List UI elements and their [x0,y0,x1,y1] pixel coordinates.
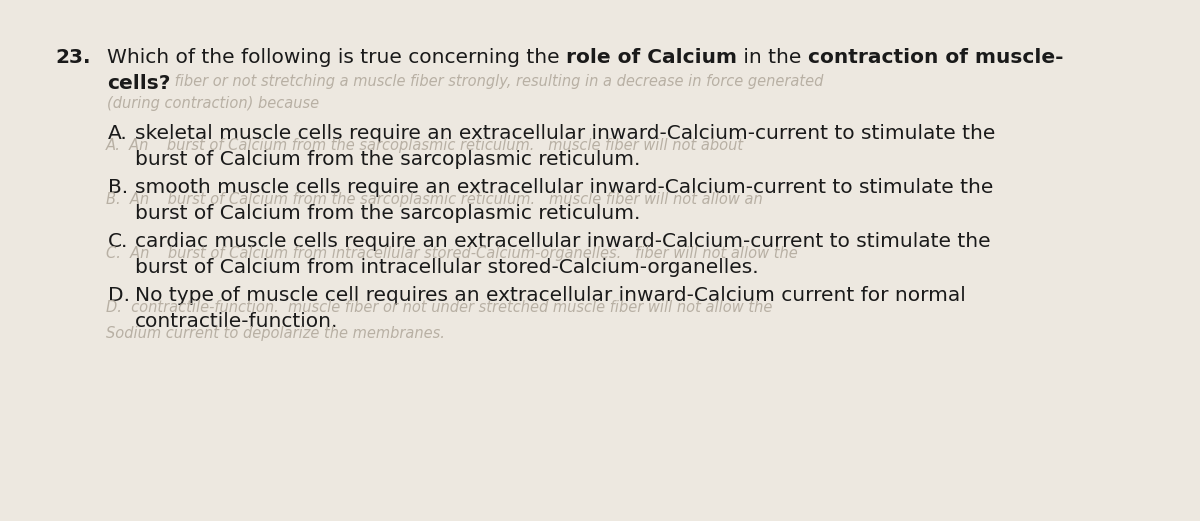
Text: fiber or not stretching a muscle fiber strongly, resulting in a decrease in forc: fiber or not stretching a muscle fiber s… [170,74,823,89]
Text: in the: in the [737,48,808,67]
Text: B.  An    burst of Calcium from the sarcoplasmic reticulum.   muscle fiber will : B. An burst of Calcium from the sarcopla… [106,192,763,207]
Text: D.  contractile-function.  muscle fiber or not under stretched muscle fiber will: D. contractile-function. muscle fiber or… [106,300,773,315]
Text: cells?: cells? [107,74,170,93]
Text: No type of muscle cell requires an extracellular inward-Calcium current for norm: No type of muscle cell requires an extra… [134,286,966,305]
Text: burst of Calcium from the sarcoplasmic reticulum.: burst of Calcium from the sarcoplasmic r… [134,204,641,223]
Text: cardiac muscle cells require an extracellular inward-Calcium-current to stimulat: cardiac muscle cells require an extracel… [134,232,991,251]
Text: burst of Calcium from intracellular stored-Calcium-organelles.: burst of Calcium from intracellular stor… [134,258,758,277]
Text: 23.: 23. [55,48,90,67]
Text: smooth muscle cells require an extracellular inward-Calcium-current to stimulate: smooth muscle cells require an extracell… [134,178,994,197]
Text: C.  An    burst of Calcium from intracellular stored-Calcium-organelles.   fiber: C. An burst of Calcium from intracellula… [106,246,798,261]
Text: contraction of muscle-: contraction of muscle- [808,48,1063,67]
Text: role of Calcium: role of Calcium [566,48,737,67]
Text: Which of the following is true concerning the: Which of the following is true concernin… [107,48,566,67]
Text: C.: C. [108,232,128,251]
Text: contractile-function.: contractile-function. [134,312,338,331]
Text: A.  An    burst of Calcium from the sarcoplasmic reticulum.   muscle fiber will : A. An burst of Calcium from the sarcopla… [106,138,744,153]
Text: D.: D. [108,286,130,305]
Text: Sodium current to depolarize the membranes.: Sodium current to depolarize the membran… [106,326,445,341]
Text: B.: B. [108,178,128,197]
Text: burst of Calcium from the sarcoplasmic reticulum.: burst of Calcium from the sarcoplasmic r… [134,150,641,169]
Text: A.: A. [108,124,127,143]
Text: (during contraction) because: (during contraction) because [107,96,319,111]
Text: skeletal muscle cells require an extracellular inward-Calcium-current to stimula: skeletal muscle cells require an extrace… [134,124,995,143]
